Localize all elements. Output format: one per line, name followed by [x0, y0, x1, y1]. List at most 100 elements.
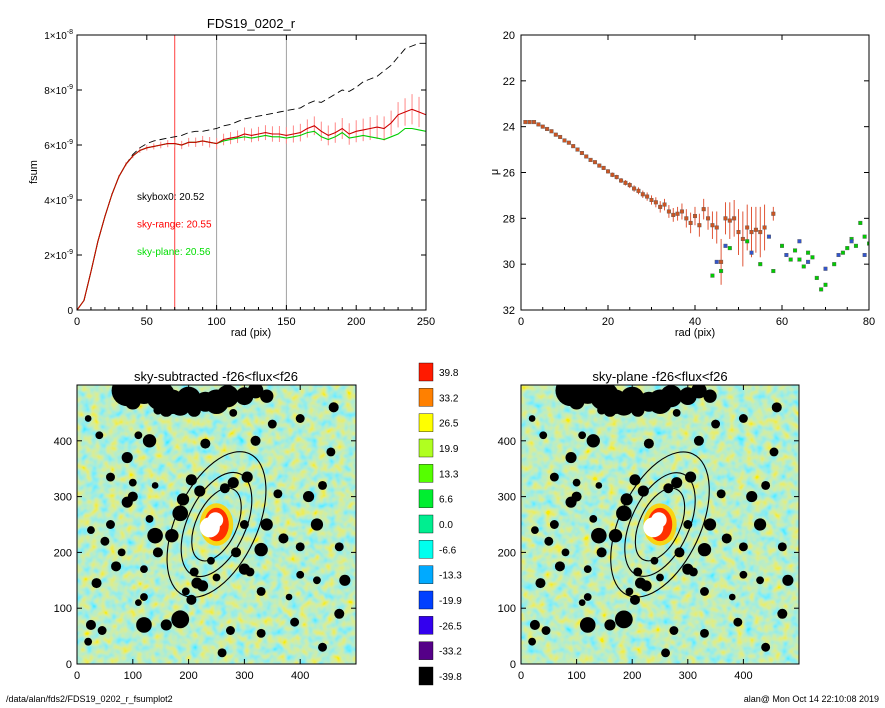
y-tick-label: 200	[498, 547, 516, 559]
y-tick-label: 400	[498, 436, 516, 448]
y-tick-label: 400	[54, 436, 72, 448]
x-tick-label: 100	[567, 670, 585, 682]
annotation-label: sky-plane: 20.56	[137, 247, 211, 258]
annotation-label: skybox0: 20.52	[137, 192, 205, 203]
y-tick-label: 0	[67, 306, 73, 317]
masked-source	[172, 505, 189, 522]
data-point	[558, 134, 563, 139]
data-point	[606, 169, 611, 174]
annotation-label: sky-range: 20.55	[137, 220, 212, 231]
data-point	[714, 225, 719, 230]
data-point	[736, 230, 741, 235]
data-point	[536, 122, 541, 127]
masked-source	[625, 587, 634, 596]
data-point	[710, 223, 715, 228]
masked-source	[640, 580, 652, 592]
masked-source	[738, 414, 748, 423]
data-point	[823, 266, 828, 271]
data-point	[762, 225, 767, 230]
colorbar-swatch	[418, 438, 434, 458]
data-point	[858, 220, 863, 225]
data-point	[727, 246, 732, 251]
galaxy-core	[651, 512, 667, 528]
masked-source	[339, 574, 351, 586]
colorbar-label: 26.5	[439, 419, 459, 430]
colorbar-label: -19.9	[439, 596, 462, 607]
masked-source	[591, 527, 607, 544]
data-point	[806, 259, 811, 264]
data-point	[845, 246, 850, 251]
masked-source	[728, 593, 736, 601]
masked-region	[603, 403, 617, 417]
masked-source	[100, 536, 110, 546]
data-point	[797, 257, 802, 262]
masked-source	[637, 485, 649, 497]
masked-source	[738, 542, 748, 552]
data-point	[719, 259, 724, 264]
data-point	[732, 216, 737, 221]
x-tick-label: 400	[291, 670, 309, 682]
masked-source	[106, 520, 115, 529]
masked-region	[247, 385, 264, 399]
data-point	[697, 223, 702, 228]
masked-source	[229, 408, 238, 417]
data-point	[749, 250, 754, 255]
masked-source	[194, 485, 206, 497]
masked-source	[227, 477, 239, 489]
masked-source	[318, 480, 327, 490]
data-point	[614, 175, 619, 180]
chart-title: FDS19_0202_r	[207, 16, 296, 31]
masked-source	[596, 547, 607, 558]
masked-source	[185, 474, 197, 486]
data-point	[679, 209, 684, 214]
x-tick-label: 200	[347, 316, 365, 328]
colorbar-label: 0.0	[439, 520, 453, 531]
masked-source	[656, 573, 664, 582]
masked-source	[250, 435, 261, 446]
data-point	[623, 180, 628, 185]
masked-source	[769, 447, 779, 457]
isophote-ellipse	[634, 487, 686, 562]
isophote-ellipse	[191, 487, 242, 562]
masked-source	[572, 478, 581, 487]
masked-source	[528, 415, 536, 422]
masked-source	[672, 409, 681, 417]
masked-source	[290, 617, 300, 627]
y-tick-label: 100	[54, 603, 72, 615]
data-point	[666, 209, 671, 214]
colorbar-swatch	[418, 514, 434, 534]
y-tick-label: 0	[66, 659, 72, 671]
colorbar-label: -33.2	[439, 647, 462, 658]
masked-source	[579, 617, 596, 633]
data-point	[545, 126, 550, 131]
masked-source	[589, 515, 598, 523]
masked-source	[254, 542, 268, 557]
data-point	[566, 140, 571, 145]
x-tick-label: 200	[623, 670, 641, 682]
data-point	[788, 257, 793, 262]
masked-region	[124, 393, 141, 410]
x-axis-label: rad (pix)	[675, 327, 715, 339]
isophote-ellipse	[166, 451, 267, 598]
masked-source	[578, 431, 587, 440]
x-tick-label: 250	[417, 316, 435, 328]
masked-source	[111, 561, 122, 572]
masked-source	[135, 599, 142, 606]
x-tick-label: 300	[235, 670, 253, 682]
plot-frame	[76, 34, 427, 311]
masked-source	[549, 520, 559, 529]
masked-source	[597, 405, 607, 415]
y-tick-label: 26	[503, 168, 515, 180]
y-tick-label: 1×10-8	[44, 29, 73, 42]
plot-frame	[520, 34, 870, 311]
data-point	[801, 264, 806, 269]
colorbar-label: 6.6	[439, 495, 453, 506]
y-tick-label: 300	[54, 492, 72, 504]
masked-region	[260, 389, 274, 403]
x-tick-label: 40	[689, 316, 701, 328]
data-point	[553, 132, 558, 137]
data-point	[584, 154, 589, 159]
x-tick-label: 60	[776, 316, 788, 328]
data-point	[862, 252, 867, 257]
masked-source	[117, 548, 126, 557]
